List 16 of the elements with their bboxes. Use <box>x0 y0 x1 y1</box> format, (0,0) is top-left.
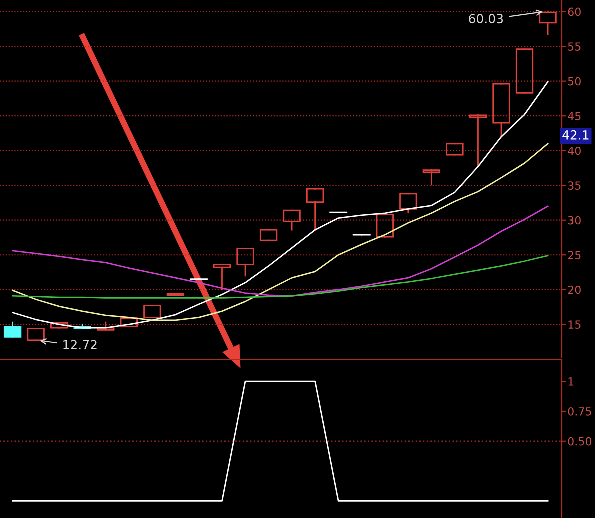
y-tick-label: 55 <box>568 42 581 51</box>
annotation: 42.1 <box>562 130 589 140</box>
y-tick-label: 40 <box>568 146 581 156</box>
y-tick-label: 0.50 <box>568 437 592 446</box>
y-tick-label: 20 <box>568 286 581 294</box>
y-tick-label: 35 <box>568 182 581 190</box>
y-tick-label: 30 <box>568 216 581 225</box>
y-tick-label: 15 <box>568 320 581 330</box>
y-tick-label: 50 <box>568 77 581 86</box>
y-tick-label: 1 <box>568 378 574 386</box>
annotation: 12.72 <box>64 340 97 350</box>
annotation: 60.03 <box>469 14 504 24</box>
y-tick-label: 25 <box>568 251 581 260</box>
y-tick-label: 0.75 <box>568 407 592 416</box>
y-tick-label: 45 <box>568 112 581 120</box>
y-tick-label: 60 <box>568 8 581 16</box>
